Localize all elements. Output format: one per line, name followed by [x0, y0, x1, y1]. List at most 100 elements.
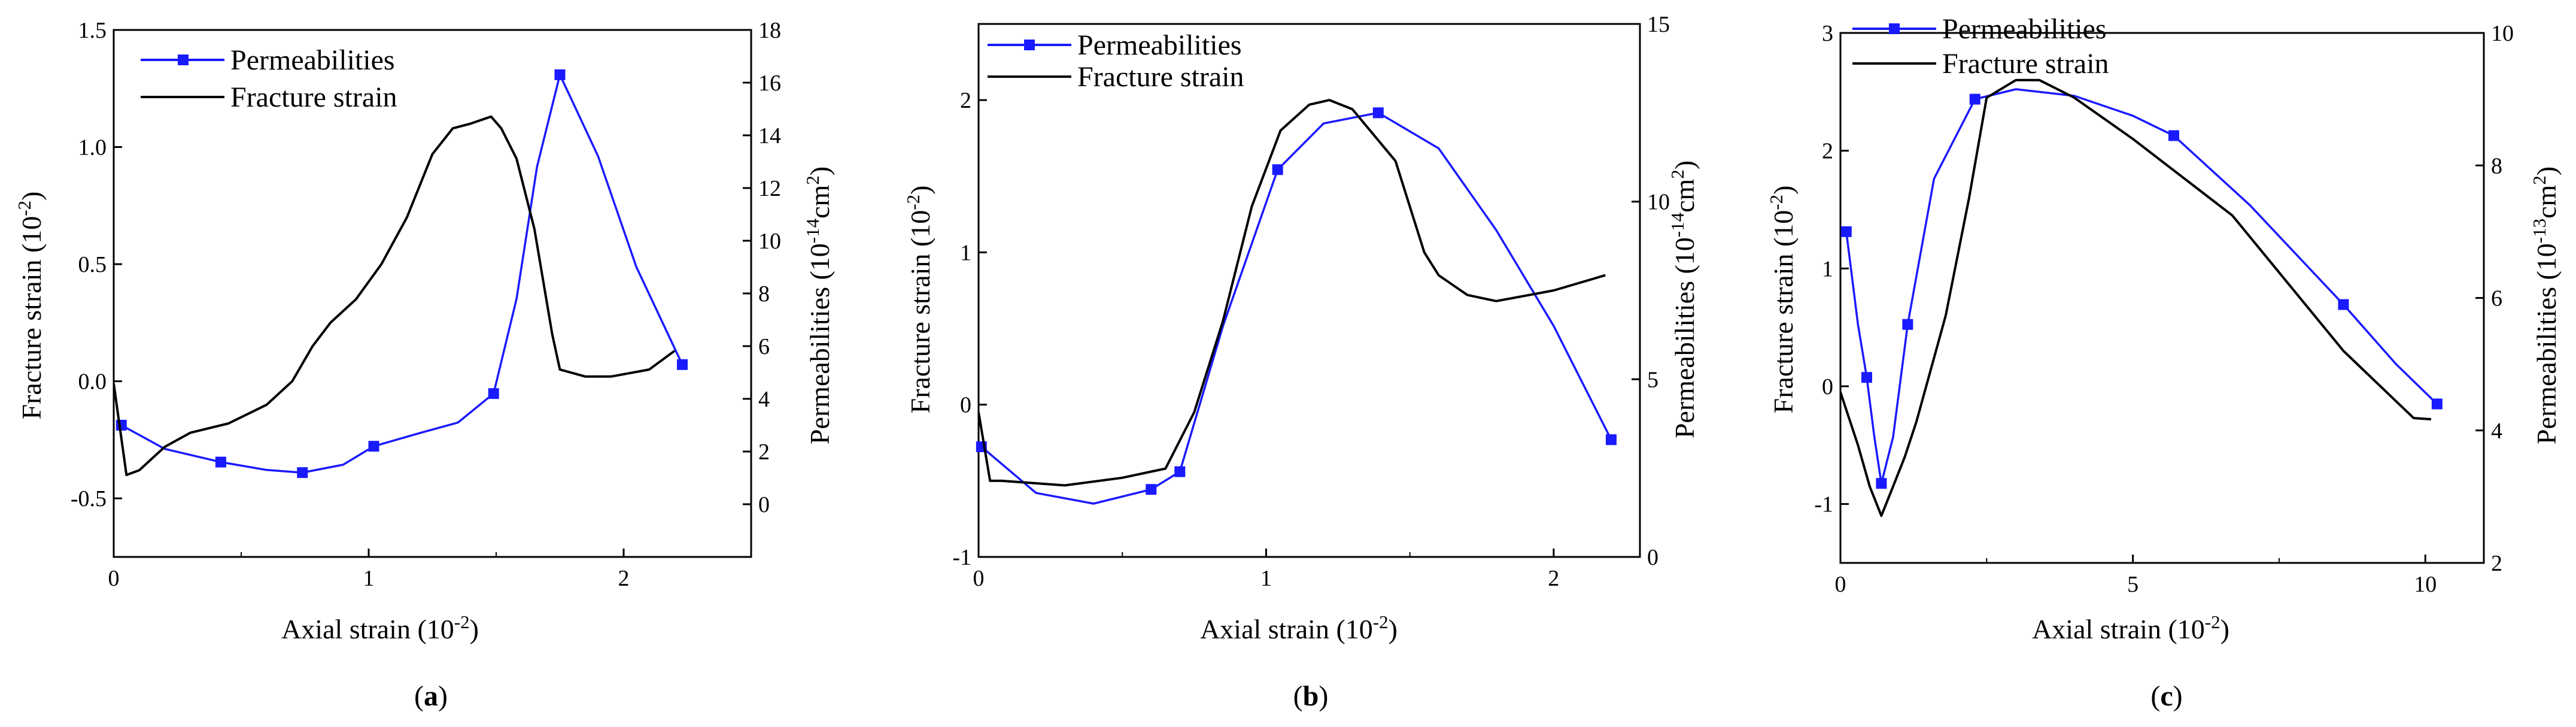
panel-c-x-axis-title: Axial strain (10-2): [2032, 611, 2229, 644]
panel-b-right-tick-label: 0: [1647, 545, 1658, 570]
panel-b-fracture-strain-line: [979, 99, 1606, 487]
panel-a-x-tick-label: 1: [363, 566, 375, 591]
legend-permeabilities-marker: [1889, 23, 1900, 34]
panel-c-permeabilities-line: [1845, 88, 2438, 485]
panel-c-legend: Permeabilities Fracture strain: [1852, 13, 2109, 80]
panel-a-plot-frame: [113, 29, 752, 558]
panel-c-right-tick-label: 4: [2491, 419, 2502, 444]
panel-a-right-tick-label: 8: [758, 281, 770, 307]
panel-a-left-tick-label: -0.5: [71, 486, 107, 511]
panel-b-permeabilities-point: [1372, 107, 1384, 119]
legend-permeabilities-marker: [178, 54, 189, 65]
panel-a-right-tick-label: 4: [758, 387, 770, 412]
panel-b-right-tick-label: 10: [1647, 190, 1670, 215]
subfigure-label-a: (a): [414, 680, 448, 712]
panel-b-x-tick-label: 0: [973, 566, 985, 591]
panel-c-x-tick-label: 5: [2127, 572, 2138, 597]
panel-c-permeabilities-point: [1840, 226, 1852, 237]
legend-permeabilities-marker: [1024, 40, 1035, 50]
panel-a-permeabilities-point: [215, 456, 226, 468]
panel-c-plot: 0 5 10 -1 0 1 2 3 2 4 6 8 10: [1814, 21, 2514, 597]
panel-a-left-axis-title: Fracture strain (10-2): [14, 192, 47, 420]
panel-b-left-axis-title: Fracture strain (10-2): [903, 186, 935, 414]
panel-c-right-axis-title: Permeabilities (10-13cm2): [2529, 166, 2562, 444]
panel-c-left-tick-label: 1: [1822, 256, 1833, 281]
panel-c-permeabilities-point: [2338, 299, 2349, 310]
panel-b-permeabilities-line: [980, 111, 1612, 505]
panel-a-permeabilities-point: [116, 420, 127, 431]
panel-a-left-tick-label: 1.5: [78, 18, 107, 43]
panel-c-permeabilities-point: [1876, 478, 1887, 489]
panel-a-left-tick-label: 0.5: [78, 252, 107, 277]
panel-a-x-tick-label: 2: [618, 566, 630, 591]
panel-c-right-tick-label: 6: [2491, 286, 2502, 311]
panel-a-right-tick-label: 14: [758, 123, 781, 149]
panel-a-permeabilities-point: [676, 359, 688, 370]
panel-a-permeabilities-point: [297, 467, 308, 478]
panel-a-left-tick-label: 0.0: [78, 369, 107, 395]
panel-a-right-tick-label: 2: [758, 440, 770, 465]
panel-b-right-tick-label: 5: [1647, 367, 1658, 392]
panel-b-left-tick-label: 1: [960, 240, 971, 265]
panel-a-permeabilities-line: [120, 74, 684, 474]
panel-a-right-axis-title: Permeabilities (10-14cm2): [802, 166, 835, 444]
panel-c: 0 5 10 -1 0 1 2 3 2 4 6 8 10 Permeabilities Fracture…: [1766, 13, 2562, 712]
panel-a-x-tick-label: 0: [108, 566, 120, 591]
subfigure-label-b: (b): [1293, 680, 1329, 712]
legend-fracture-strain-label: Fracture strain: [1942, 48, 2109, 80]
panel-b-plot-frame: [977, 23, 1641, 558]
panel-c-x-tick-label: 10: [2414, 572, 2437, 597]
panel-b-left-tick-label: 0: [960, 393, 971, 418]
panel-a-legend: Permeabilities Fracture strain: [141, 44, 397, 113]
panel-c-permeabilities-point: [2168, 130, 2180, 141]
panel-a-right-tick-label: 12: [758, 176, 781, 201]
panel-b-x-tick-label: 1: [1260, 566, 1272, 591]
panel-b-left-tick-label: 2: [960, 88, 971, 113]
subfigure-label-c: (c): [2150, 680, 2182, 712]
panel-c-permeabilities-point: [2431, 398, 2443, 410]
panel-a-right-tick-label: 18: [758, 18, 781, 43]
panel-b-x-axis-title: Axial strain (10-2): [1200, 611, 1398, 644]
panel-c-plot-frame: [1839, 32, 2485, 564]
panel-c-permeabilities-point: [1861, 372, 1872, 383]
panel-c-left-axis-title: Fracture strain (10-2): [1766, 186, 1799, 414]
panel-a-fracture-strain-line: [114, 115, 676, 477]
panel-a-permeabilities-point: [488, 388, 499, 399]
panel-c-fracture-strain-line: [1840, 78, 2432, 517]
panel-c-permeabilities-point: [1969, 93, 1980, 105]
panel-c-x-tick-label: 0: [1835, 572, 1846, 597]
panel-c-right-tick-label: 2: [2491, 551, 2502, 576]
panel-a-x-axis-title: Axial strain (10-2): [281, 611, 479, 644]
panel-c-left-tick-label: -1: [1814, 492, 1833, 517]
legend-fracture-strain-label: Fracture strain: [230, 81, 397, 113]
legend-permeabilities-label: Permeabilities: [1077, 29, 1242, 61]
panel-c-left-tick-label: 2: [1822, 139, 1833, 164]
panel-b-legend: Permeabilities Fracture strain: [988, 29, 1244, 93]
panel-b-left-tick-label: -1: [952, 545, 971, 570]
legend-permeabilities-label: Permeabilities: [230, 44, 395, 76]
legend-permeabilities-label: Permeabilities: [1942, 13, 2107, 45]
panel-b-permeabilities-point: [1605, 434, 1617, 446]
panel-a-right-tick-label: 16: [758, 71, 781, 96]
panel-a-left-tick-label: 1.0: [78, 135, 107, 160]
panel-c-left-tick-label: 3: [1822, 21, 1833, 46]
panel-a-permeabilities-point: [368, 441, 379, 452]
panel-b-permeabilities-point: [1174, 466, 1186, 477]
panel-a-right-tick-label: 0: [758, 492, 770, 517]
panel-b-permeabilities-point: [1272, 164, 1283, 175]
panel-a-permeabilities-point: [554, 69, 566, 80]
panel-b-permeabilities-point: [1146, 484, 1157, 495]
panel-c-right-tick-label: 10: [2491, 21, 2514, 46]
panel-c-left-tick-label: 0: [1822, 374, 1833, 399]
legend-fracture-strain-label: Fracture strain: [1077, 61, 1244, 93]
panel-a-right-tick-label: 6: [758, 334, 770, 359]
panel-a-right-tick-label: 10: [758, 229, 781, 254]
panel-b-x-tick-label: 2: [1548, 566, 1559, 591]
panel-b-right-axis-title: Permeabilities (10-14cm2): [1667, 160, 1700, 438]
panel-c-permeabilities-point: [1902, 319, 1913, 330]
